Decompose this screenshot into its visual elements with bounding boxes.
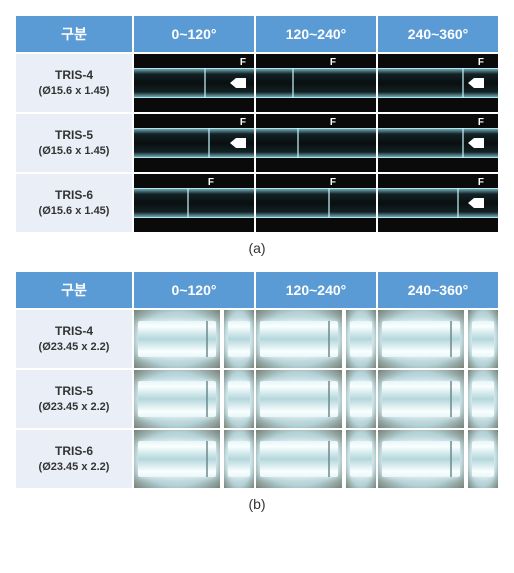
row-dim: (Ø15.6 x 1.45): [39, 205, 110, 217]
row-label: TRIS-5 (Ø23.45 x 2.2): [15, 369, 133, 429]
row-name: TRIS-6: [55, 444, 93, 458]
photo-thumb: [134, 370, 254, 428]
xray-thumb: F: [134, 114, 254, 172]
thumb-cell: [133, 309, 255, 369]
row-label: TRIS-6 (Ø23.45 x 2.2): [15, 429, 133, 489]
xray-thumb: F: [256, 54, 376, 112]
thumb-cell: F: [255, 53, 377, 113]
row-label: TRIS-4 (Ø15.6 x 1.45): [15, 53, 133, 113]
photo-thumb: [256, 430, 376, 488]
photo-thumb: [378, 430, 498, 488]
table-row: TRIS-4 (Ø15.6 x 1.45) F F F: [15, 53, 499, 113]
thumb-cell: [377, 369, 499, 429]
thumb-cell: F: [255, 113, 377, 173]
row-dim: (Ø15.6 x 1.45): [39, 145, 110, 157]
th-angle-2: 120~240°: [255, 15, 377, 53]
table-a-grid: 구분 0~120° 120~240° 240~360° TRIS-4 (Ø15.…: [14, 14, 500, 234]
row-label: TRIS-4 (Ø23.45 x 2.2): [15, 309, 133, 369]
xray-thumb: F: [378, 114, 498, 172]
row-dim: (Ø23.45 x 2.2): [39, 341, 110, 353]
photo-thumb: [256, 370, 376, 428]
thumb-cell: F: [377, 113, 499, 173]
th-label: 구분: [15, 271, 133, 309]
xray-thumb: F: [256, 174, 376, 232]
table-row: TRIS-5 (Ø23.45 x 2.2): [15, 369, 499, 429]
row-name: TRIS-5: [55, 384, 93, 398]
row-dim: (Ø15.6 x 1.45): [39, 85, 110, 97]
row-dim: (Ø23.45 x 2.2): [39, 401, 110, 413]
xray-thumb: F: [256, 114, 376, 172]
table-row: TRIS-6 (Ø15.6 x 1.45) F F F: [15, 173, 499, 233]
caption-b: (b): [12, 496, 502, 512]
th-angle-3: 240~360°: [377, 271, 499, 309]
thumb-cell: F: [133, 53, 255, 113]
thumb-cell: [255, 309, 377, 369]
thumb-cell: F: [133, 173, 255, 233]
row-name: TRIS-4: [55, 68, 93, 82]
th-label: 구분: [15, 15, 133, 53]
table-a: 구분 0~120° 120~240° 240~360° TRIS-4 (Ø15.…: [12, 12, 502, 236]
row-label: TRIS-6 (Ø15.6 x 1.45): [15, 173, 133, 233]
th-angle-3: 240~360°: [377, 15, 499, 53]
thumb-cell: F: [377, 53, 499, 113]
xray-thumb: F: [134, 54, 254, 112]
row-name: TRIS-6: [55, 188, 93, 202]
photo-thumb: [256, 310, 376, 368]
thumb-cell: F: [377, 173, 499, 233]
photo-thumb: [378, 370, 498, 428]
table-b-grid: 구분 0~120° 120~240° 240~360° TRIS-4 (Ø23.…: [14, 270, 500, 490]
caption-a: (a): [12, 240, 502, 256]
thumb-cell: [255, 369, 377, 429]
th-angle-1: 0~120°: [133, 15, 255, 53]
th-angle-1: 0~120°: [133, 271, 255, 309]
table-row: TRIS-5 (Ø15.6 x 1.45) F F F: [15, 113, 499, 173]
th-angle-2: 120~240°: [255, 271, 377, 309]
thumb-cell: F: [133, 113, 255, 173]
xray-thumb: F: [134, 174, 254, 232]
thumb-cell: F: [255, 173, 377, 233]
xray-thumb: F: [378, 174, 498, 232]
row-name: TRIS-5: [55, 128, 93, 142]
row-dim: (Ø23.45 x 2.2): [39, 461, 110, 473]
table-row: TRIS-6 (Ø23.45 x 2.2): [15, 429, 499, 489]
thumb-cell: [133, 369, 255, 429]
photo-thumb: [378, 310, 498, 368]
thumb-cell: [377, 309, 499, 369]
table-b: 구분 0~120° 120~240° 240~360° TRIS-4 (Ø23.…: [12, 268, 502, 492]
thumb-cell: [255, 429, 377, 489]
row-label: TRIS-5 (Ø15.6 x 1.45): [15, 113, 133, 173]
photo-thumb: [134, 310, 254, 368]
thumb-cell: [133, 429, 255, 489]
xray-thumb: F: [378, 54, 498, 112]
table-row: TRIS-4 (Ø23.45 x 2.2): [15, 309, 499, 369]
thumb-cell: [377, 429, 499, 489]
photo-thumb: [134, 430, 254, 488]
row-name: TRIS-4: [55, 324, 93, 338]
